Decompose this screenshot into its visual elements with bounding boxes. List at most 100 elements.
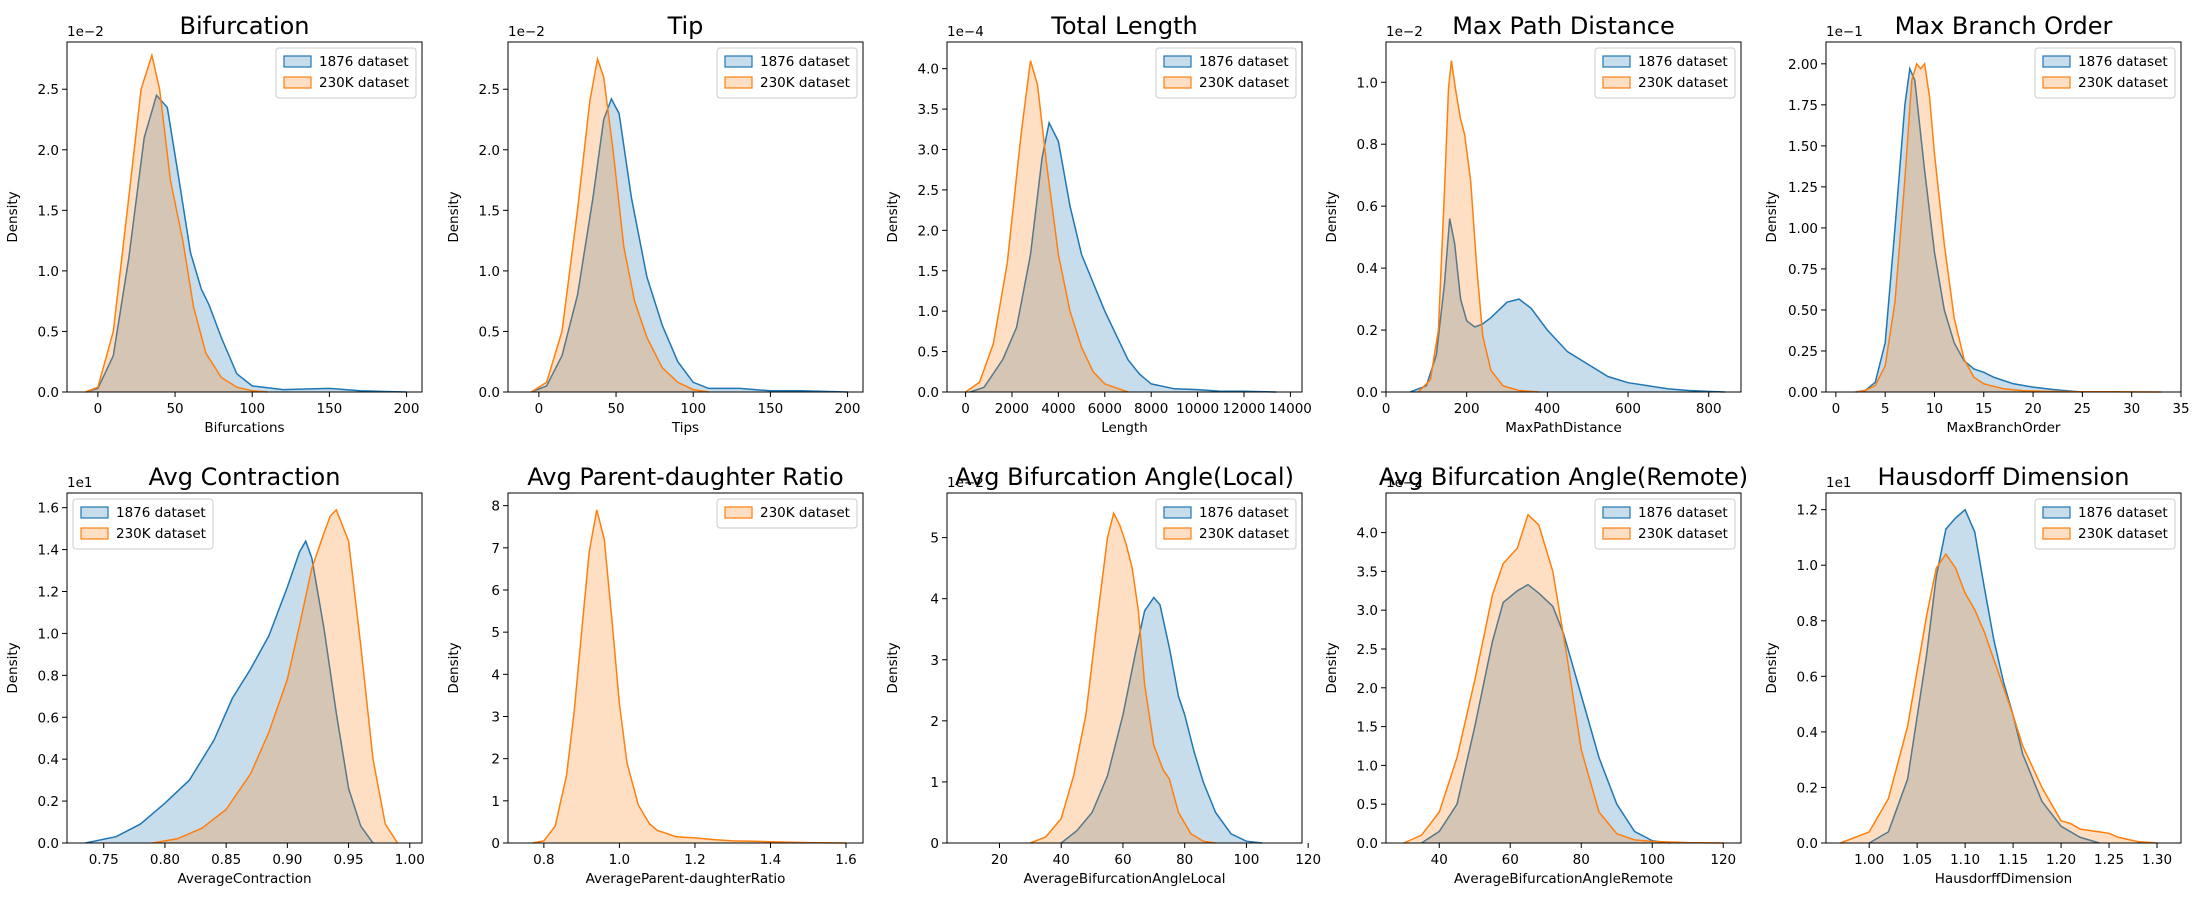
series-area-1	[1855, 63, 2162, 393]
series-line-0	[969, 120, 1277, 393]
series-line-1	[152, 508, 399, 844]
x-tick-label: 0.90	[272, 852, 302, 868]
y-tick-label: 0.0	[1797, 836, 1818, 852]
legend-label: 1876 dataset	[1638, 54, 1728, 70]
x-tick-label: 0	[1382, 401, 1391, 417]
series-area-1	[531, 59, 709, 392]
x-tick-label: 100	[680, 401, 706, 417]
axes-frame	[946, 492, 1303, 844]
series-area-1	[1840, 554, 2157, 843]
y-tick-label: 1.0	[918, 304, 939, 320]
y-tick-label: 3.5	[918, 102, 939, 118]
chart-title: Total Length	[1050, 12, 1197, 40]
x-tick-label: 0	[1832, 401, 1841, 417]
legend-swatch	[1602, 506, 1631, 519]
y-tick-label: 0	[930, 836, 939, 852]
legend-label: 230K dataset	[760, 75, 850, 91]
y-tick-label: 0	[491, 836, 500, 852]
legend-box	[716, 498, 858, 529]
legend-swatch	[80, 506, 109, 519]
x-tick-label: 100	[1234, 852, 1260, 868]
chart-panel-2: 0 2000 4000 6000 8000 10000 12000 14000 0.0 0.5 1.…	[885, 12, 1312, 436]
y-tick-label: 0.2	[38, 794, 59, 810]
x-tick-label: 40	[1431, 852, 1448, 868]
legend: 1876 dataset 230K dataset	[1155, 47, 1297, 99]
x-tick-label: 120	[1295, 852, 1321, 868]
y-tick-label: 0.0	[38, 836, 59, 852]
series-line-1	[85, 52, 268, 393]
x-tick-label: 15	[1975, 401, 1992, 417]
chart-title: Max Branch Order	[1895, 12, 2113, 40]
y-tick-label: 2	[930, 714, 939, 730]
x-tick-label: 20	[2024, 401, 2041, 417]
y-axis-label: Density	[1324, 642, 1340, 693]
y-tick-label: 5	[491, 625, 500, 641]
y-tick-label: 4.0	[1357, 526, 1378, 542]
y-tick-label: 1.0	[479, 264, 500, 280]
x-tick-label: 100	[239, 401, 265, 417]
y-tick-label: 2.5	[918, 183, 939, 199]
series-area-0	[1410, 218, 1725, 392]
y-tick-label: 0.6	[38, 710, 59, 726]
legend-swatch	[724, 76, 753, 89]
y-axis-label: Density	[446, 191, 462, 242]
y-tick-label: 1.0	[38, 264, 59, 280]
legend-swatch	[1602, 76, 1631, 89]
legend: 1876 dataset 230K dataset	[1594, 47, 1736, 99]
x-tick-label: 1.25	[2094, 852, 2124, 868]
legend: 1876 dataset 230K dataset	[2034, 498, 2176, 550]
x-tick-label: 120	[1710, 852, 1736, 868]
x-tick-label: 4000	[1041, 401, 1075, 417]
x-tick-label: 12000	[1223, 401, 1266, 417]
x-tick-label: 600	[1615, 401, 1641, 417]
legend-swatch	[724, 506, 753, 519]
y-tick-label: 1.75	[1788, 98, 1818, 114]
x-tick-label: 30	[2123, 401, 2140, 417]
legend: 230K dataset	[716, 498, 858, 529]
series-area-0	[532, 509, 846, 843]
y-tick-label: 0.8	[38, 668, 59, 684]
x-tick-label: 6000	[1088, 401, 1122, 417]
y-tick-label: 0.2	[1357, 323, 1378, 339]
y-tick-label: 1.5	[918, 264, 939, 280]
legend-label: 230K dataset	[2078, 75, 2168, 91]
chart-title: Avg Bifurcation Angle(Remote)	[1379, 463, 1748, 491]
legend: 1876 dataset 230K dataset	[1594, 498, 1736, 550]
legend: 1876 dataset 230K dataset	[2034, 47, 2176, 99]
y-tick-label: 1.5	[479, 203, 500, 219]
y-tick-label: 8	[491, 499, 500, 515]
y-tick-label: 7	[491, 541, 500, 557]
legend-label: 1876 dataset	[2078, 505, 2168, 521]
legend-swatch	[2042, 527, 2071, 540]
series-area-1	[1403, 514, 1724, 843]
series-line-0	[1409, 218, 1725, 393]
y-axis-label: Density	[885, 642, 901, 693]
axes-frame	[66, 41, 423, 393]
legend: 1876 dataset 230K dataset	[716, 47, 858, 99]
x-tick-label: 10000	[1176, 401, 1219, 417]
y-tick-label: 0.5	[479, 324, 500, 340]
axes-frame	[1825, 41, 2182, 393]
x-tick-label: 1.6	[835, 852, 856, 868]
series-line-0	[85, 539, 374, 844]
chart-title: Tip	[667, 12, 704, 40]
y-tick-label: 4	[491, 667, 500, 683]
series-area-0	[531, 98, 848, 393]
y-tick-label: 5	[930, 531, 939, 547]
x-tick-label: 800	[1696, 401, 1722, 417]
series-area-1	[85, 55, 268, 393]
series-line-1	[1840, 552, 2158, 844]
y-tick-label: 1.0	[1357, 75, 1378, 91]
y-tick-label: 0.25	[1788, 344, 1818, 360]
x-tick-label: 100	[1639, 852, 1665, 868]
series-area-0	[970, 122, 1277, 393]
y-tick-label: 1.2	[38, 585, 59, 601]
x-tick-label: 80	[1176, 852, 1193, 868]
series-line-1	[530, 56, 709, 393]
series-line-0	[85, 93, 407, 393]
x-tick-label: 200	[394, 401, 420, 417]
x-tick-label: 0.80	[150, 852, 180, 868]
x-tick-label: 150	[758, 401, 784, 417]
legend-swatch	[283, 55, 312, 68]
